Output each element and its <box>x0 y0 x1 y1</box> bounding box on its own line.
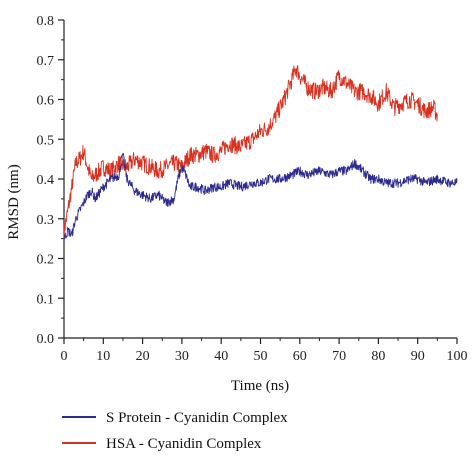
y-tick-label: 0.3 <box>37 213 55 228</box>
series-line-0 <box>63 152 458 242</box>
series-layer <box>63 65 458 242</box>
y-tick-label: 0.4 <box>37 173 55 188</box>
y-axis-ticks: 0.0 0.1 0.2 0.3 0.4 0.5 0.6 0.7 0.8 <box>37 14 64 347</box>
x-tick-label: 40 <box>214 349 228 364</box>
y-tick-label: 0.0 <box>37 332 55 347</box>
x-tick-label: 10 <box>96 349 110 364</box>
legend-label-s-protein: S Protein - Cyanidin Complex <box>106 410 288 426</box>
y-tick-label: 0.7 <box>37 54 55 69</box>
x-axis-title: Time (ns) <box>231 378 289 394</box>
x-tick-label: 70 <box>332 349 346 364</box>
legend-label-hsa: HSA - Cyanidin Complex <box>106 436 262 452</box>
x-tick-label: 0 <box>61 349 68 364</box>
y-tick-label: 0.5 <box>37 133 55 148</box>
legend: S Protein - Cyanidin Complex HSA - Cyani… <box>62 410 288 452</box>
x-axis-ticks: 0 10 20 30 40 50 60 70 80 90 100 <box>61 338 468 364</box>
y-axis-title: RMSD (nm) <box>6 164 22 239</box>
x-tick-label: 80 <box>371 349 385 364</box>
y-tick-label: 0.8 <box>37 14 55 29</box>
x-tick-label: 20 <box>136 349 150 364</box>
y-tick-label: 0.2 <box>37 253 55 268</box>
y-tick-label: 0.1 <box>37 292 55 307</box>
plot-area: 0.0 0.1 0.2 0.3 0.4 0.5 0.6 0.7 0.8 0 10 20 30 40 50 6… <box>37 14 468 364</box>
x-tick-label: 90 <box>411 349 425 364</box>
x-tick-label: 30 <box>175 349 189 364</box>
y-tick-label: 0.6 <box>37 94 55 109</box>
x-tick-label: 60 <box>293 349 307 364</box>
x-tick-label: 50 <box>254 349 268 364</box>
x-tick-label: 100 <box>447 349 468 364</box>
series-line-1 <box>63 65 438 240</box>
